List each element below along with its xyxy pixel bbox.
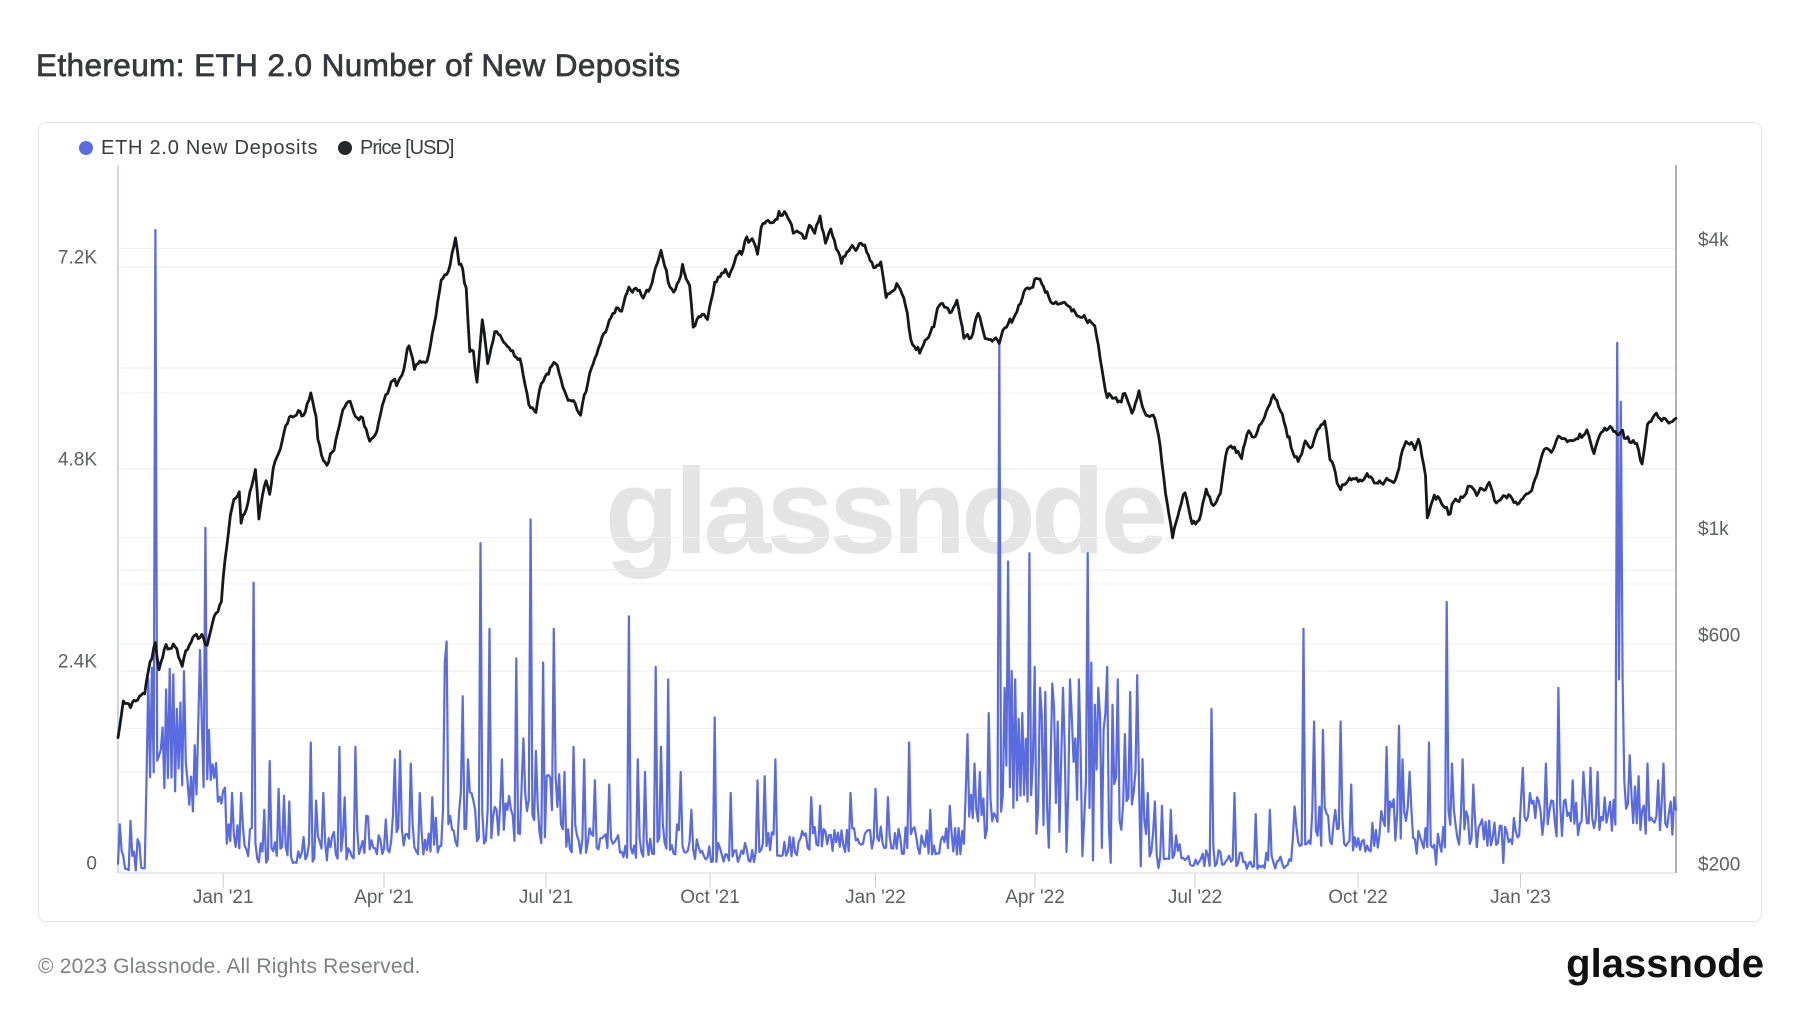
svg-text:Oct '22: Oct '22 xyxy=(1328,887,1388,908)
svg-text:Jan '21: Jan '21 xyxy=(193,887,254,908)
svg-text:Jul '21: Jul '21 xyxy=(519,887,573,908)
svg-text:2.4K: 2.4K xyxy=(58,652,97,673)
svg-text:4.8K: 4.8K xyxy=(58,450,97,471)
svg-text:$200: $200 xyxy=(1698,855,1740,876)
svg-text:Oct '21: Oct '21 xyxy=(680,887,740,908)
svg-text:glassnode: glassnode xyxy=(605,443,1165,579)
svg-text:$600: $600 xyxy=(1698,626,1740,647)
svg-text:Jan '22: Jan '22 xyxy=(845,887,906,908)
svg-text:$1k: $1k xyxy=(1698,519,1729,540)
svg-text:Apr '22: Apr '22 xyxy=(1005,887,1065,908)
svg-text:Jan '23: Jan '23 xyxy=(1490,887,1551,908)
svg-text:$4k: $4k xyxy=(1698,230,1729,251)
svg-text:7.2K: 7.2K xyxy=(58,248,97,269)
svg-text:Jul '22: Jul '22 xyxy=(1168,887,1222,908)
svg-text:0: 0 xyxy=(86,854,97,875)
svg-text:Apr '21: Apr '21 xyxy=(354,887,414,908)
